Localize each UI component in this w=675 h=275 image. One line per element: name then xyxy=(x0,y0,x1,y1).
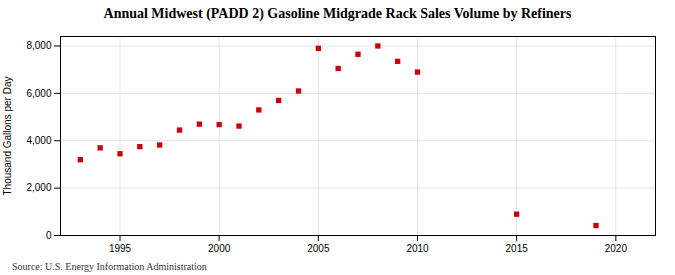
svg-text:6,000: 6,000 xyxy=(26,88,51,99)
svg-text:2,000: 2,000 xyxy=(26,182,51,193)
svg-text:2000: 2000 xyxy=(208,243,231,254)
svg-text:2005: 2005 xyxy=(307,243,330,254)
svg-text:2010: 2010 xyxy=(406,243,429,254)
svg-text:2015: 2015 xyxy=(506,243,529,254)
svg-text:0: 0 xyxy=(46,230,52,241)
html-text:Source: U.S. Energy Informatio: Source: U.S. Energy Information Administ… xyxy=(12,261,207,272)
svg-text:8,000: 8,000 xyxy=(26,40,51,51)
html-text:Annual Midwest (PADD 2) Gasoli: Annual Midwest (PADD 2) Gasoline Midgrad… xyxy=(103,6,572,21)
svg-text:Thousand Gallons per Day: Thousand Gallons per Day xyxy=(2,77,13,196)
svg-text:4,000: 4,000 xyxy=(26,135,51,146)
svg-text:1995: 1995 xyxy=(109,243,132,254)
svg-text:2020: 2020 xyxy=(605,243,628,254)
